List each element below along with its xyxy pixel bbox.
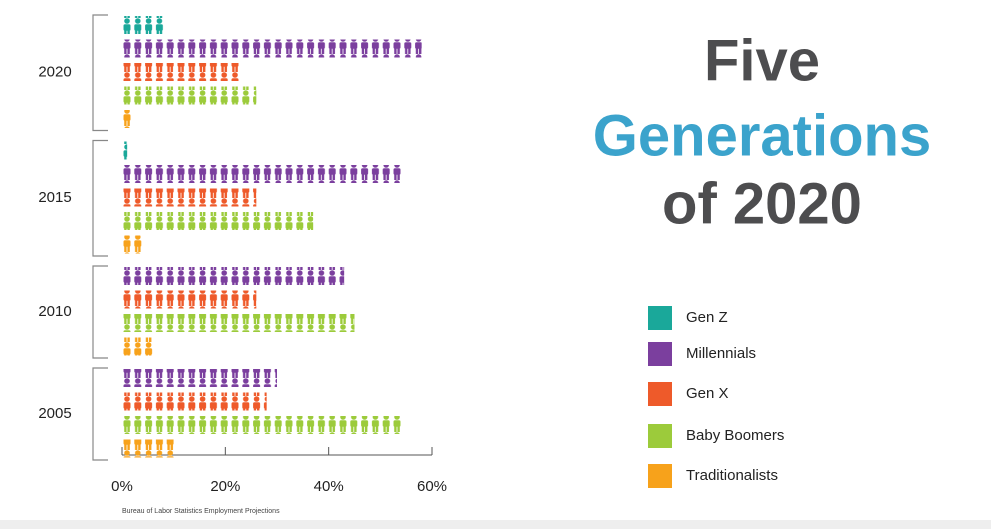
bar (122, 392, 267, 411)
bar (122, 416, 401, 434)
legend-swatch (648, 464, 672, 488)
bar (122, 337, 153, 356)
legend-label: Traditionalists (686, 467, 778, 484)
legend-swatch (648, 382, 672, 406)
x-tick-label: 60% (417, 478, 447, 495)
legend-label: Baby Boomers (686, 427, 784, 444)
bracket (92, 367, 108, 461)
legend-label: Millennials (686, 345, 756, 362)
bar (122, 290, 257, 309)
y-tick-label: 2020 (38, 64, 71, 81)
bar (122, 63, 241, 81)
legend-swatch (648, 424, 672, 448)
bar (122, 314, 355, 332)
bar (122, 39, 422, 58)
bar (122, 212, 314, 230)
y-tick-label: 2005 (38, 405, 71, 422)
bar (122, 110, 133, 128)
legend-swatch (648, 306, 672, 330)
bracket (92, 265, 108, 359)
y-tick-label: 2015 (38, 189, 71, 206)
y-tick-label: 2010 (38, 303, 71, 320)
bar (122, 16, 164, 34)
bar (122, 86, 257, 105)
source-note: Bureau of Labor Statistics Employment Pr… (122, 508, 280, 515)
x-tick-label: 20% (210, 478, 240, 495)
title-line: Five (704, 28, 820, 93)
title-line: of 2020 (662, 171, 862, 236)
bar (122, 235, 143, 254)
bar (122, 267, 345, 285)
bar (122, 439, 174, 458)
bottom-strip (0, 520, 991, 529)
legend-label: Gen Z (686, 309, 728, 326)
legend-label: Gen X (686, 385, 729, 402)
title-line: Generations (593, 103, 931, 168)
x-tick-label: 0% (111, 478, 133, 495)
bar (122, 141, 128, 160)
x-tick-label: 40% (314, 478, 344, 495)
bar (122, 369, 277, 387)
bar (122, 188, 257, 207)
legend-swatch (648, 342, 672, 366)
bracket (92, 139, 108, 257)
bracket (92, 14, 108, 132)
bar (122, 165, 401, 183)
